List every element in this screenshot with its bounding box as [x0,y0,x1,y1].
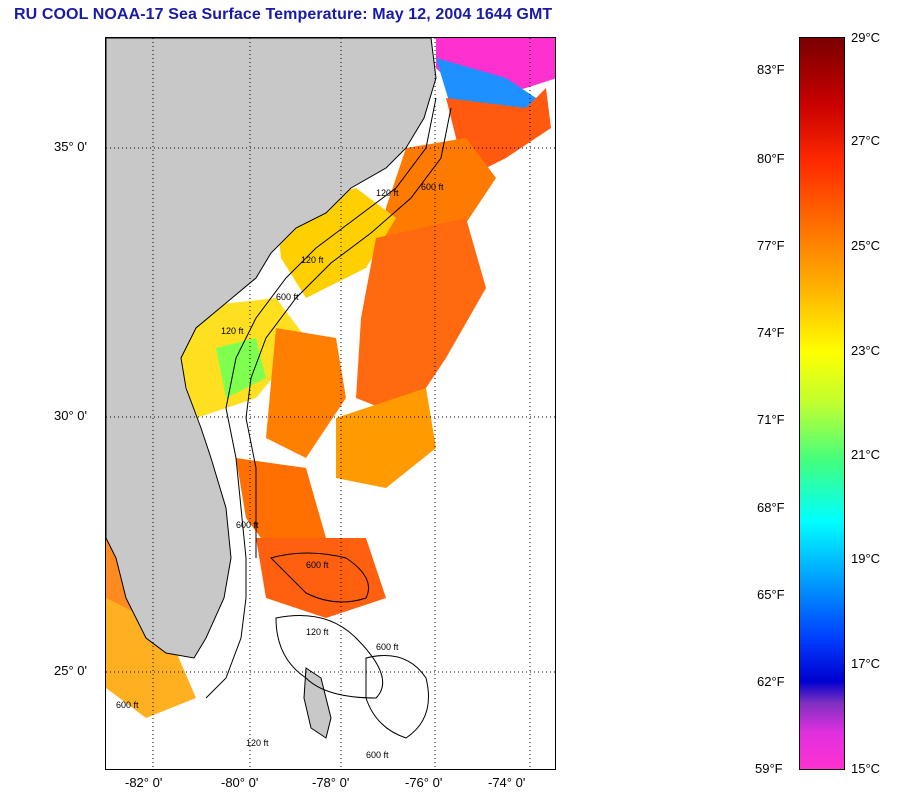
colorbar-label-f: 71°F [757,412,785,427]
colorbar-label-c: 17°C [851,656,881,671]
isobath-label: 120 ft [306,627,329,637]
isobath-label: 120 ft [301,255,324,265]
isobath-label: 600 ft [306,560,329,570]
lon-label-78: -78° 0' [312,775,350,790]
isobath-label: 600 ft [116,700,139,710]
land-layer [106,38,437,739]
isobath-label: 600 ft [376,642,399,652]
temperature-colorbar [799,37,845,770]
colorbar-label-f: 62°F [757,674,785,689]
isobath-label: 600 ft [276,292,299,302]
colorbar-label-c: 23°C [851,343,881,358]
colorbar-label-c: 29°C [851,30,881,45]
isobath-contours [205,97,452,739]
lon-label-74: -74° 0' [488,775,526,790]
lon-label-80: -80° 0' [221,775,259,790]
colorbar-label-c: 27°C [851,133,881,148]
isobath-label: 600 ft [236,520,259,530]
isobath-label: 120 ft [376,188,399,198]
isobath-labels: 120 ft 600 ft 120 ft 600 ft 120 ft 600 f… [116,182,444,760]
lat-label-30: 30° 0' [54,408,87,423]
colorbar-label-f: 65°F [757,587,785,602]
lon-label-76: -76° 0' [405,775,443,790]
map-title: RU COOL NOAA-17 Sea Surface Temperature:… [14,6,553,23]
isobath-label: 120 ft [221,326,244,336]
isobath-label: 120 ft [246,738,269,748]
sst-map-canvas: 120 ft 600 ft 120 ft 600 ft 120 ft 600 f… [106,38,555,769]
lat-label-25: 25° 0' [54,663,87,678]
isobath-label: 600 ft [366,750,389,760]
sst-map[interactable]: 120 ft 600 ft 120 ft 600 ft 120 ft 600 f… [105,37,556,770]
colorbar-label-c: 19°C [851,551,881,566]
colorbar-label-c: 15°C [851,761,881,776]
colorbar-label-f: 68°F [757,500,785,515]
colorbar-label-f: 59°F [755,761,783,776]
lon-label-82: -82° 0' [125,775,163,790]
lat-label-35: 35° 0' [54,139,87,154]
colorbar-label-f: 83°F [757,62,785,77]
colorbar-label-c: 21°C [851,447,881,462]
isobath-label: 600 ft [421,182,444,192]
colorbar-label-f: 80°F [757,151,785,166]
sst-data-layer [106,38,555,718]
colorbar-label-c: 25°C [851,238,881,253]
colorbar-label-f: 74°F [757,325,785,340]
colorbar-label-f: 77°F [757,238,785,253]
